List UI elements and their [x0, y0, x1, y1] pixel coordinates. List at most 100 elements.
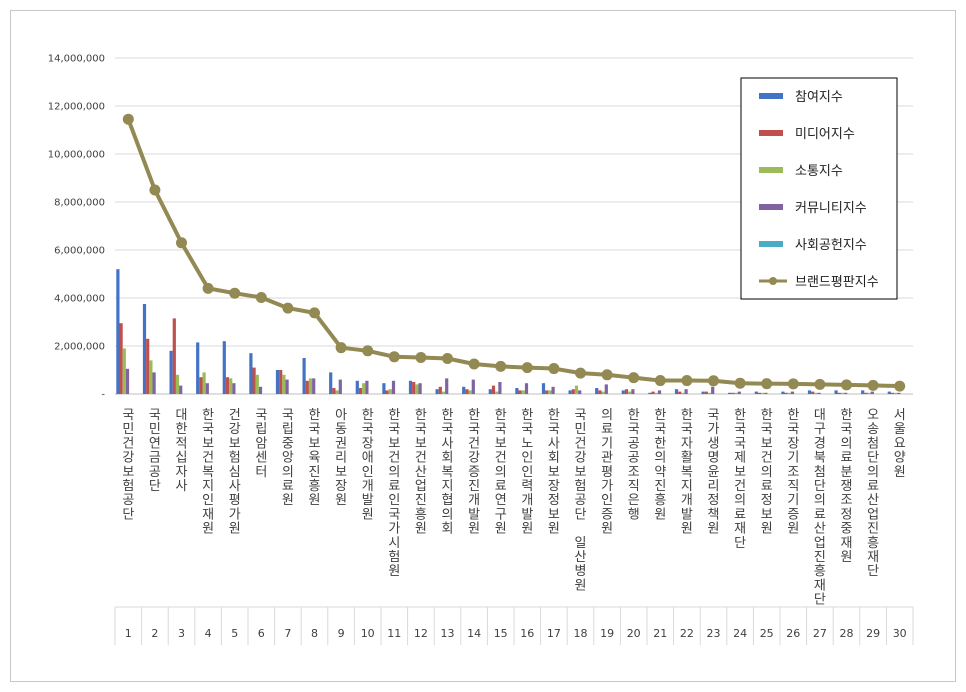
bar [674, 389, 679, 394]
bar [385, 390, 389, 394]
line-point [761, 378, 773, 390]
bar [548, 390, 552, 394]
bar [435, 389, 439, 394]
y-tick-label: 12,000,000 [48, 102, 105, 113]
x-index-label: 25 [760, 627, 774, 640]
legend-swatch [759, 93, 783, 99]
bar [462, 386, 466, 394]
bar [707, 392, 712, 394]
bar [515, 388, 519, 394]
bar [518, 390, 522, 394]
y-tick-label: 2,000,000 [54, 342, 105, 353]
legend-swatch [759, 130, 783, 136]
bar [498, 382, 502, 394]
legend-box [740, 77, 898, 300]
x-index-label: 9 [338, 627, 345, 640]
legend-label: 미디어지수 [795, 127, 855, 142]
line-point [149, 184, 161, 196]
x-index-label: 23 [707, 627, 721, 640]
line-point [841, 379, 852, 391]
bar [578, 390, 582, 394]
bar [551, 386, 555, 394]
line-point [122, 113, 134, 125]
line-point [468, 358, 480, 370]
x-index-label: 15 [494, 627, 508, 640]
legend-label: 소통지수 [795, 164, 843, 179]
bar [704, 391, 708, 394]
bar [887, 391, 891, 394]
bar [116, 269, 120, 394]
bar [524, 383, 529, 394]
x-index-label: 20 [627, 627, 641, 640]
bar [628, 391, 632, 394]
bar [598, 390, 602, 394]
bar [282, 374, 286, 394]
legend-label: 사회공헌지수 [795, 238, 867, 253]
line-point [734, 377, 746, 389]
bar [890, 392, 895, 394]
bar [545, 390, 549, 394]
bar [728, 392, 732, 394]
bar [754, 391, 758, 394]
bar [471, 379, 475, 394]
line-point [388, 351, 400, 363]
y-tick-label: 14,000,000 [48, 54, 105, 65]
y-tick-label: - [101, 390, 105, 401]
y-tick-label: 6,000,000 [54, 246, 105, 257]
bar [179, 385, 183, 394]
bar [541, 383, 546, 394]
x-index-label: 28 [840, 627, 854, 640]
bar [418, 383, 422, 394]
line-point [202, 282, 214, 294]
x-index-label: 10 [361, 627, 375, 640]
y-tick-label: 4,000,000 [54, 294, 105, 305]
bar [897, 392, 901, 394]
line-point [521, 362, 533, 374]
x-index-label: 4 [205, 627, 212, 640]
bar [362, 383, 366, 394]
bar [279, 370, 283, 394]
legend-label: 커뮤니티지수 [795, 201, 867, 216]
gridlines [115, 57, 913, 395]
line-point [282, 302, 294, 314]
x-index-label: 27 [813, 627, 827, 640]
bar [172, 318, 176, 394]
bar [807, 390, 812, 394]
bar [571, 389, 575, 394]
line-point [654, 375, 666, 387]
bar [784, 392, 788, 394]
line-point [787, 378, 799, 390]
legend-label: 참여지수 [795, 90, 843, 105]
bar [781, 391, 785, 394]
bar [258, 386, 263, 394]
legend-swatch [759, 204, 783, 210]
bar [894, 392, 898, 394]
bar [737, 391, 741, 394]
bar [249, 353, 253, 394]
bar [844, 392, 848, 394]
bar [657, 390, 662, 394]
x-index-label: 12 [414, 627, 428, 640]
bar [152, 372, 156, 394]
bar [412, 382, 416, 394]
bar [329, 372, 333, 394]
bar [861, 390, 865, 394]
bar [734, 392, 738, 394]
line-point [894, 380, 906, 392]
y-tick-label: 10,000,000 [48, 150, 105, 161]
x-index-label: 14 [467, 627, 481, 640]
x-index-label: 24 [733, 627, 747, 640]
bar [196, 342, 200, 394]
line-series [122, 113, 906, 392]
